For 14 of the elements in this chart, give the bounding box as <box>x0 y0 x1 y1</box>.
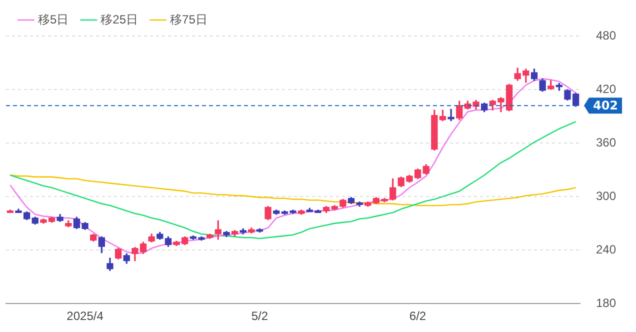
legend-label: 移5日 <box>38 12 69 26</box>
legend-label: 移75日 <box>170 12 208 26</box>
x-tick-label: 6/2 <box>409 309 426 324</box>
x-tick-label: 5/2 <box>251 309 268 324</box>
y-tick-label: 360 <box>596 135 616 150</box>
x-tick-label: 2025/4 <box>66 309 104 324</box>
y-tick-label: 240 <box>596 242 616 256</box>
candlestick <box>448 108 454 122</box>
ref-line-label: 402 <box>592 98 618 113</box>
y-tick-label: 420 <box>596 82 616 96</box>
y-tick-label: 180 <box>596 296 616 310</box>
legend-label: 移25日 <box>100 12 138 26</box>
y-tick-label: 480 <box>596 28 616 42</box>
y-tick-label: 300 <box>596 188 616 203</box>
